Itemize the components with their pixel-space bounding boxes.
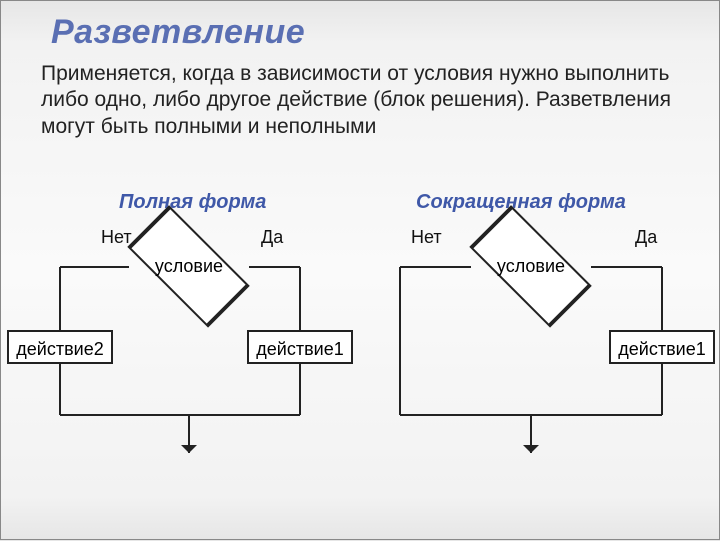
page-title: Разветвление	[51, 13, 305, 52]
subtitle-short: Сокращенная форма	[416, 191, 626, 214]
full-condition-label: условие	[129, 256, 249, 277]
subtitle-full: Полная форма	[119, 191, 266, 214]
short-yes-label: Да	[635, 227, 657, 248]
description: Применяется, когда в зависимости от усло…	[41, 61, 679, 140]
full-no-label: Нет	[101, 227, 132, 248]
short-action-right: действие1	[609, 330, 715, 364]
full-yes-label: Да	[261, 227, 283, 248]
short-no-label: Нет	[411, 227, 442, 248]
short-condition-node: условие	[471, 236, 591, 298]
full-action-right: действие1	[247, 330, 353, 364]
short-condition-label: условие	[471, 256, 591, 277]
full-action-left: действие2	[7, 330, 113, 364]
full-condition-node: условие	[129, 236, 249, 298]
